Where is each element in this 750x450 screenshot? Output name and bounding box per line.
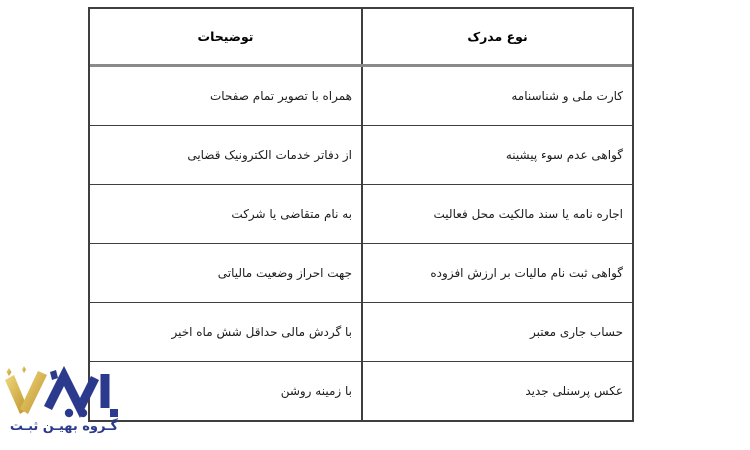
- behin-sabt-logo: گـروه بهیـن ثبـت: [2, 366, 126, 434]
- doc-type-cell: عکس پرسنلی جدید: [361, 362, 632, 420]
- doc-type-header: نوع مدرک: [361, 9, 632, 64]
- doc-type-cell: اجاره نامه یا سند مالکیت محل فعالیت: [361, 185, 632, 243]
- description-cell: به نام متقاضی یا شرکت: [231, 207, 352, 221]
- description-cell: با گردش مالی حداقل شش ماه اخیر: [171, 325, 352, 339]
- description-cell: با زمینه روشن: [280, 384, 352, 398]
- table-row: کارت ملی و شناسنامه همراه با تصویر تمام …: [90, 64, 632, 125]
- table-row: گواهی عدم سوء پیشینه از دفاتر خدمات الکت…: [90, 125, 632, 184]
- description-header: توضیحات: [197, 29, 254, 44]
- table-header-row: نوع مدرک توضیحات: [90, 9, 632, 64]
- table-row: عکس پرسنلی جدید با زمینه روشن: [90, 361, 632, 420]
- doc-type-cell: حساب جاری معتبر: [361, 303, 632, 361]
- documents-table: نوع مدرک توضیحات کارت ملی و شناسنامه همر…: [88, 7, 634, 422]
- table-row: اجاره نامه یا سند مالکیت محل فعالیت به ن…: [90, 184, 632, 243]
- table-row: گواهی ثبت نام مالیات بر ارزش افزوده جهت …: [90, 243, 632, 302]
- logo-text: گـروه بهیـن ثبـت: [9, 419, 119, 434]
- description-cell: همراه با تصویر تمام صفحات: [210, 89, 352, 103]
- doc-type-cell: کارت ملی و شناسنامه: [361, 67, 632, 125]
- description-cell: جهت احراز وضعیت مالیاتی: [217, 266, 352, 280]
- table-row: حساب جاری معتبر با گردش مالی حداقل شش ما…: [90, 302, 632, 361]
- doc-type-cell: گواهی عدم سوء پیشینه: [361, 126, 632, 184]
- description-cell: از دفاتر خدمات الکترونیک قضایی: [187, 148, 352, 162]
- doc-type-cell: گواهی ثبت نام مالیات بر ارزش افزوده: [361, 244, 632, 302]
- behin-sabt-logo-icon: [2, 366, 126, 418]
